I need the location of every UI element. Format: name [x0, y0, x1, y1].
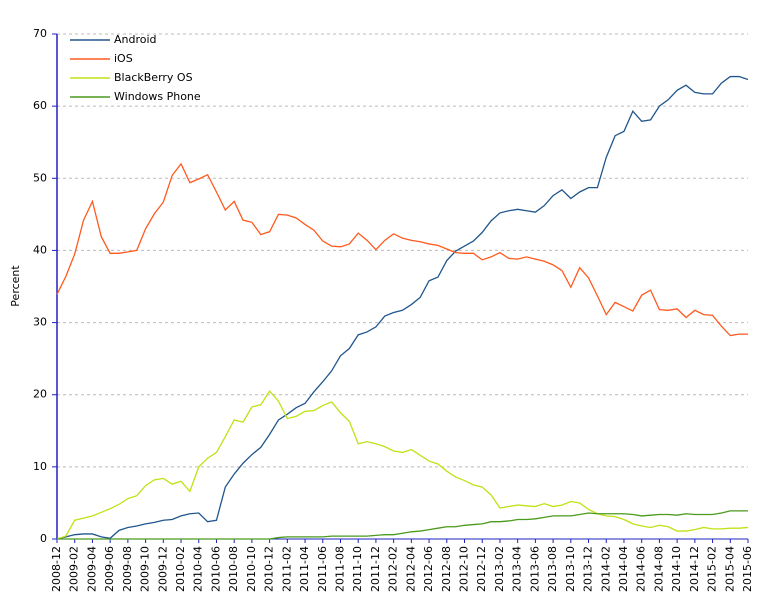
x-tick-label: 2013-08 [546, 546, 559, 592]
x-tick-label: 2013-06 [528, 546, 541, 592]
series-line [57, 510, 748, 540]
x-tick-label: 2009-10 [139, 546, 152, 592]
x-tick-label: 2011-02 [280, 546, 293, 592]
legend-label: Windows Phone [114, 90, 201, 103]
x-tick-label: 2010-08 [227, 546, 240, 592]
x-tick-label: 2012-06 [422, 546, 435, 592]
y-tick-label: 20 [33, 388, 47, 401]
x-tick-label: 2014-08 [652, 546, 665, 592]
y-tick-label: 50 [33, 171, 47, 184]
x-tick-label: 2015-06 [741, 546, 754, 592]
x-tick-label: 2012-04 [404, 546, 417, 592]
x-tick-label: 2009-12 [156, 546, 169, 592]
x-tick-label: 2009-08 [121, 546, 134, 592]
x-tick-label: 2014-10 [670, 546, 683, 592]
x-tick-label: 2009-02 [68, 546, 81, 592]
x-tick-label: 2012-08 [440, 546, 453, 592]
y-tick-label: 0 [40, 532, 47, 545]
x-tick-label: 2013-10 [564, 546, 577, 592]
series-line [56, 162, 748, 337]
series-line [56, 390, 749, 540]
x-tick-label: 2013-02 [493, 546, 506, 592]
x-tick-label: 2009-06 [103, 546, 116, 592]
x-tick-label: 2009-04 [85, 546, 98, 592]
x-tick-label: 2014-04 [617, 546, 630, 592]
y-tick-label: 30 [33, 316, 47, 329]
x-tick-label: 2015-04 [723, 546, 736, 592]
series-line [56, 75, 749, 540]
x-tick-label: 2014-02 [599, 546, 612, 592]
x-tick-label: 2013-04 [511, 546, 524, 592]
x-tick-label: 2010-10 [245, 546, 258, 592]
y-axis-label: Percent [9, 265, 22, 307]
x-tick-label: 2012-10 [458, 546, 471, 592]
x-tick-label: 2011-12 [369, 546, 382, 592]
legend-label: Android [114, 33, 157, 46]
x-tick-label: 2011-10 [351, 546, 364, 592]
x-tick-label: 2014-12 [688, 546, 701, 592]
x-tick-label: 2012-02 [387, 546, 400, 592]
legend-label: BlackBerry OS [114, 71, 193, 84]
y-tick-label: 10 [33, 460, 47, 473]
legend-label: iOS [114, 52, 133, 65]
y-tick-label: 70 [33, 27, 47, 40]
x-tick-label: 2010-12 [263, 546, 276, 592]
x-tick-label: 2010-04 [192, 546, 205, 592]
x-tick-label: 2010-06 [209, 546, 222, 592]
x-tick-label: 2011-04 [298, 546, 311, 592]
x-tick-label: 2010-02 [174, 546, 187, 592]
x-tick-label: 2011-06 [316, 546, 329, 592]
y-tick-label: 40 [33, 243, 47, 256]
y-tick-label: 60 [33, 99, 47, 112]
x-tick-label: 2011-08 [333, 546, 346, 592]
x-tick-label: 2015-02 [706, 546, 719, 592]
x-tick-label: 2008-12 [50, 546, 63, 592]
x-tick-label: 2012-12 [475, 546, 488, 592]
x-tick-label: 2013-12 [582, 546, 595, 592]
x-tick-label: 2014-06 [635, 546, 648, 592]
